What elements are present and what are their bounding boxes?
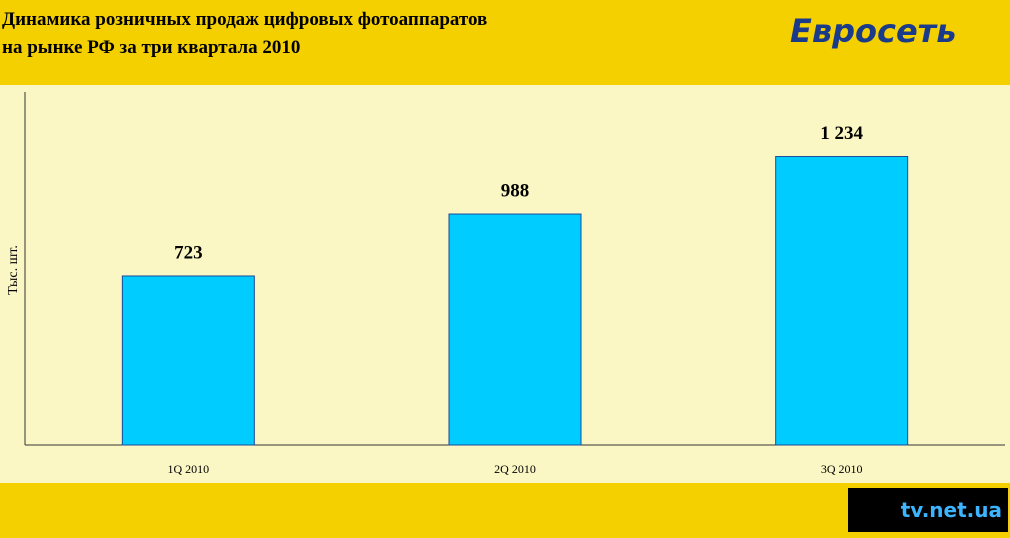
value-label: 988	[501, 180, 530, 201]
x-tick-label: 1Q 2010	[167, 462, 209, 476]
bar	[448, 213, 582, 446]
value-label: 723	[174, 242, 203, 263]
bar	[121, 275, 255, 446]
y-axis-label: Тыс. шт.	[6, 245, 21, 295]
x-tick-label: 3Q 2010	[821, 462, 863, 476]
value-label: 1 234	[820, 123, 863, 144]
x-tick-label: 2Q 2010	[494, 462, 536, 476]
bar	[775, 156, 909, 446]
watermark: tv.net.ua	[848, 488, 1008, 532]
logo: Евросеть	[790, 12, 957, 50]
chart-title: Динамика розничных продаж цифровых фотоа…	[2, 9, 488, 58]
